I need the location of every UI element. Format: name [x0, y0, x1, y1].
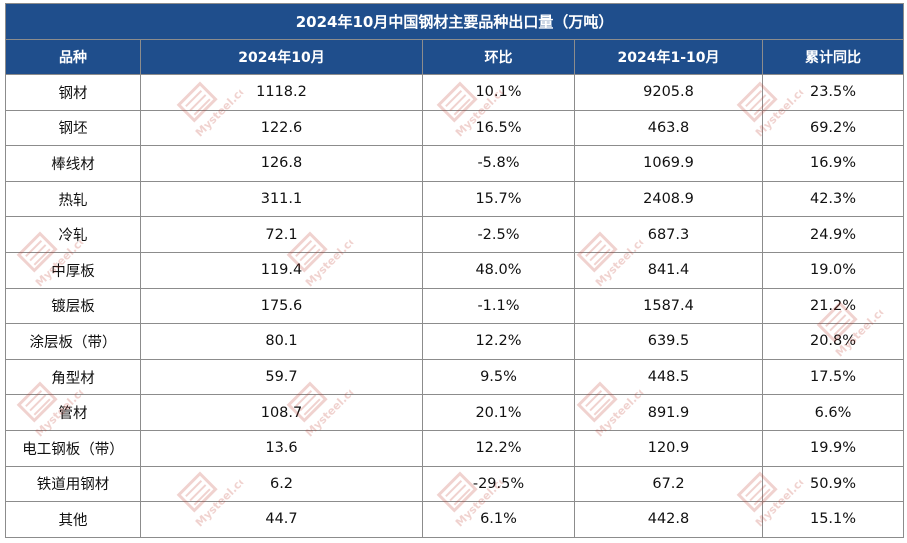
- mom-cell: 20.1%: [422, 394, 575, 431]
- yoy-cell: 23.5%: [761, 74, 905, 111]
- variety-cell[interactable]: 钢坯: [5, 109, 141, 147]
- header-mom: 环比: [422, 39, 575, 75]
- mom-cell: -29.5%: [422, 465, 575, 503]
- mom-cell: 9.5%: [422, 358, 575, 396]
- steel-export-table: 2024年10月中国钢材主要品种出口量（万吨） 品种 2024年10月 环比 2…: [4, 3, 905, 538]
- mom-cell: 10.1%: [422, 74, 575, 111]
- variety-cell: 中厚板: [5, 251, 141, 289]
- yoy-cell: 19.9%: [761, 429, 905, 467]
- variety-cell: 涂层板（带）: [5, 323, 141, 360]
- table-row: 角型材 59.7 9.5% 448.5 17.5%: [5, 358, 905, 396]
- table-row: 镀层板 175.6 -1.1% 1587.4 21.2%: [5, 287, 905, 325]
- table-row: 中厚板 119.4 48.0% 841.4 19.0%: [5, 251, 905, 289]
- table-title-row: 2024年10月中国钢材主要品种出口量（万吨）: [4, 3, 905, 40]
- yoy-cell: 69.2%: [761, 109, 905, 147]
- table-row: 涂层板（带） 80.1 12.2% 639.5 20.8%: [5, 323, 905, 360]
- ytd-value-cell: 891.9: [574, 394, 763, 431]
- october-value-cell: 108.7: [140, 394, 423, 431]
- yoy-cell: 42.3%: [761, 180, 905, 218]
- table-row: 热轧 311.1 15.7% 2408.9 42.3%: [5, 180, 905, 218]
- mom-cell: -5.8%: [422, 145, 575, 182]
- yoy-cell: 24.9%: [761, 216, 905, 253]
- export-table-container: 2024年10月中国钢材主要品种出口量（万吨） 品种 2024年10月 环比 2…: [4, 3, 905, 538]
- ytd-value-cell: 442.8: [574, 501, 763, 538]
- table-row: 铁道用钢材 6.2 -29.5% 67.2 50.9%: [5, 465, 905, 503]
- ytd-value-cell: 120.9: [574, 429, 763, 467]
- october-value-cell: 59.7: [140, 358, 423, 396]
- ytd-value-cell: 639.5: [574, 323, 763, 360]
- mom-cell: 12.2%: [422, 429, 575, 467]
- header-variety: 品种: [5, 39, 141, 75]
- october-value-cell: 311.1: [140, 180, 423, 218]
- table-row: 电工钢板（带） 13.6 12.2% 120.9 19.9%: [5, 429, 905, 467]
- mom-cell: 48.0%: [422, 251, 575, 289]
- header-october-2024: 2024年10月: [140, 39, 423, 75]
- table-row: 钢坯 122.6 16.5% 463.8 69.2%: [5, 109, 905, 147]
- table-body: 钢材 1118.2 10.1% 9205.8 23.5% 钢坯 122.6 16.5% 463.…: [5, 74, 905, 538]
- october-value-cell: 6.2: [140, 465, 423, 503]
- ytd-value-cell: 1069.9: [574, 145, 763, 182]
- variety-cell: 电工钢板（带）: [5, 429, 141, 467]
- ytd-value-cell: 1587.4: [574, 287, 763, 325]
- mom-cell: 15.7%: [422, 180, 575, 218]
- header-cumulative-yoy: 累计同比: [761, 39, 905, 75]
- ytd-value-cell: 2408.9: [574, 180, 763, 218]
- variety-cell: 热轧: [5, 180, 141, 218]
- yoy-cell: 6.6%: [761, 394, 905, 431]
- variety-cell: 钢材: [5, 74, 141, 111]
- october-value-cell: 122.6: [140, 109, 423, 147]
- ytd-value-cell: 9205.8: [574, 74, 763, 111]
- variety-cell: 镀层板: [5, 287, 141, 325]
- header-jan-oct-2024: 2024年1-10月: [574, 39, 763, 75]
- ytd-value-cell: 687.3: [574, 216, 763, 253]
- ytd-value-cell: 463.8: [574, 109, 763, 147]
- october-value-cell: 175.6: [140, 287, 423, 325]
- table-header-row: 品种 2024年10月 环比 2024年1-10月 累计同比: [5, 39, 905, 75]
- october-value-cell: 1118.2: [140, 74, 423, 111]
- variety-cell: 角型材: [5, 358, 141, 396]
- ytd-value-cell: 448.5: [574, 358, 763, 396]
- mom-cell: -1.1%: [422, 287, 575, 325]
- mom-cell: -2.5%: [422, 216, 575, 253]
- variety-cell: 管材: [5, 394, 141, 431]
- table-row: 管材 108.7 20.1% 891.9 6.6%: [5, 394, 905, 431]
- october-value-cell: 126.8: [140, 145, 423, 182]
- mom-cell: 6.1%: [422, 501, 575, 538]
- mom-cell: 12.2%: [422, 323, 575, 360]
- variety-cell: 其他: [5, 501, 141, 538]
- yoy-cell: 20.8%: [761, 323, 905, 360]
- mom-cell: 16.5%: [422, 109, 575, 147]
- october-value-cell: 80.1: [140, 323, 423, 360]
- yoy-cell: 15.1%: [761, 501, 905, 538]
- ytd-value-cell: 841.4: [574, 251, 763, 289]
- yoy-cell: 19.0%: [761, 251, 905, 289]
- october-value-cell: 44.7: [140, 501, 423, 538]
- variety-cell: 冷轧: [5, 216, 141, 253]
- variety-cell: 铁道用钢材: [5, 465, 141, 503]
- variety-cell: 棒线材: [5, 145, 141, 182]
- table-row: 冷轧 72.1 -2.5% 687.3 24.9%: [5, 216, 905, 253]
- table-row: 其他 44.7 6.1% 442.8 15.1%: [5, 501, 905, 538]
- yoy-cell: 50.9%: [761, 465, 905, 503]
- table-title: 2024年10月中国钢材主要品种出口量（万吨）: [4, 3, 905, 40]
- yoy-cell: 17.5%: [761, 358, 905, 396]
- yoy-cell: 21.2%: [761, 287, 905, 325]
- table-row: 棒线材 126.8 -5.8% 1069.9 16.9%: [5, 145, 905, 182]
- yoy-cell: 16.9%: [761, 145, 905, 182]
- ytd-value-cell: 67.2: [574, 465, 763, 503]
- october-value-cell: 119.4: [140, 251, 423, 289]
- october-value-cell: 13.6: [140, 429, 423, 467]
- table-row: 钢材 1118.2 10.1% 9205.8 23.5%: [5, 74, 905, 111]
- october-value-cell: 72.1: [140, 216, 423, 253]
